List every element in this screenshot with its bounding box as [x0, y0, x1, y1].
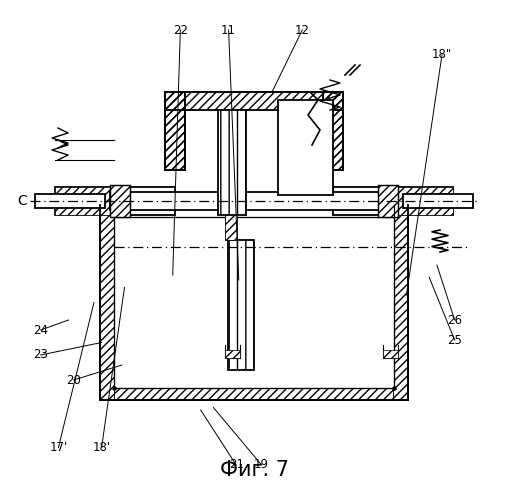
- Bar: [323, 92, 343, 170]
- Text: Фиг. 7: Фиг. 7: [219, 460, 289, 480]
- Text: 19: 19: [254, 458, 269, 471]
- Bar: [100, 205, 114, 400]
- Bar: [323, 92, 343, 170]
- Bar: [403, 194, 473, 208]
- Bar: [100, 388, 408, 400]
- Bar: [185, 92, 323, 170]
- Text: 22: 22: [173, 24, 188, 36]
- Text: 17': 17': [49, 441, 68, 454]
- Bar: [225, 215, 237, 240]
- Bar: [398, 187, 453, 215]
- Text: 26: 26: [447, 314, 462, 326]
- Text: 18": 18": [432, 48, 452, 62]
- Bar: [333, 187, 453, 215]
- Bar: [165, 92, 343, 110]
- Bar: [110, 192, 398, 210]
- Text: C: C: [17, 194, 27, 208]
- Bar: [55, 187, 175, 215]
- Bar: [165, 92, 343, 110]
- Text: 21: 21: [229, 458, 244, 471]
- Bar: [394, 205, 408, 400]
- Bar: [378, 185, 398, 217]
- Text: 25: 25: [447, 334, 462, 346]
- Bar: [100, 205, 114, 400]
- Bar: [218, 110, 246, 215]
- Text: 12: 12: [295, 24, 310, 36]
- Bar: [165, 92, 185, 170]
- Bar: [278, 100, 333, 195]
- Bar: [100, 388, 408, 400]
- Bar: [228, 240, 254, 370]
- Bar: [225, 350, 240, 358]
- Text: 11: 11: [221, 24, 236, 36]
- Bar: [110, 185, 130, 217]
- Bar: [55, 187, 110, 215]
- Text: 24: 24: [33, 324, 48, 336]
- Bar: [165, 92, 185, 170]
- Bar: [35, 194, 105, 208]
- Bar: [378, 185, 398, 217]
- Bar: [394, 205, 408, 400]
- Text: 20: 20: [66, 374, 81, 386]
- Bar: [383, 350, 398, 358]
- Text: 18': 18': [92, 441, 111, 454]
- Bar: [110, 185, 130, 217]
- Bar: [185, 92, 323, 110]
- Bar: [114, 205, 394, 388]
- Text: 23: 23: [33, 348, 48, 362]
